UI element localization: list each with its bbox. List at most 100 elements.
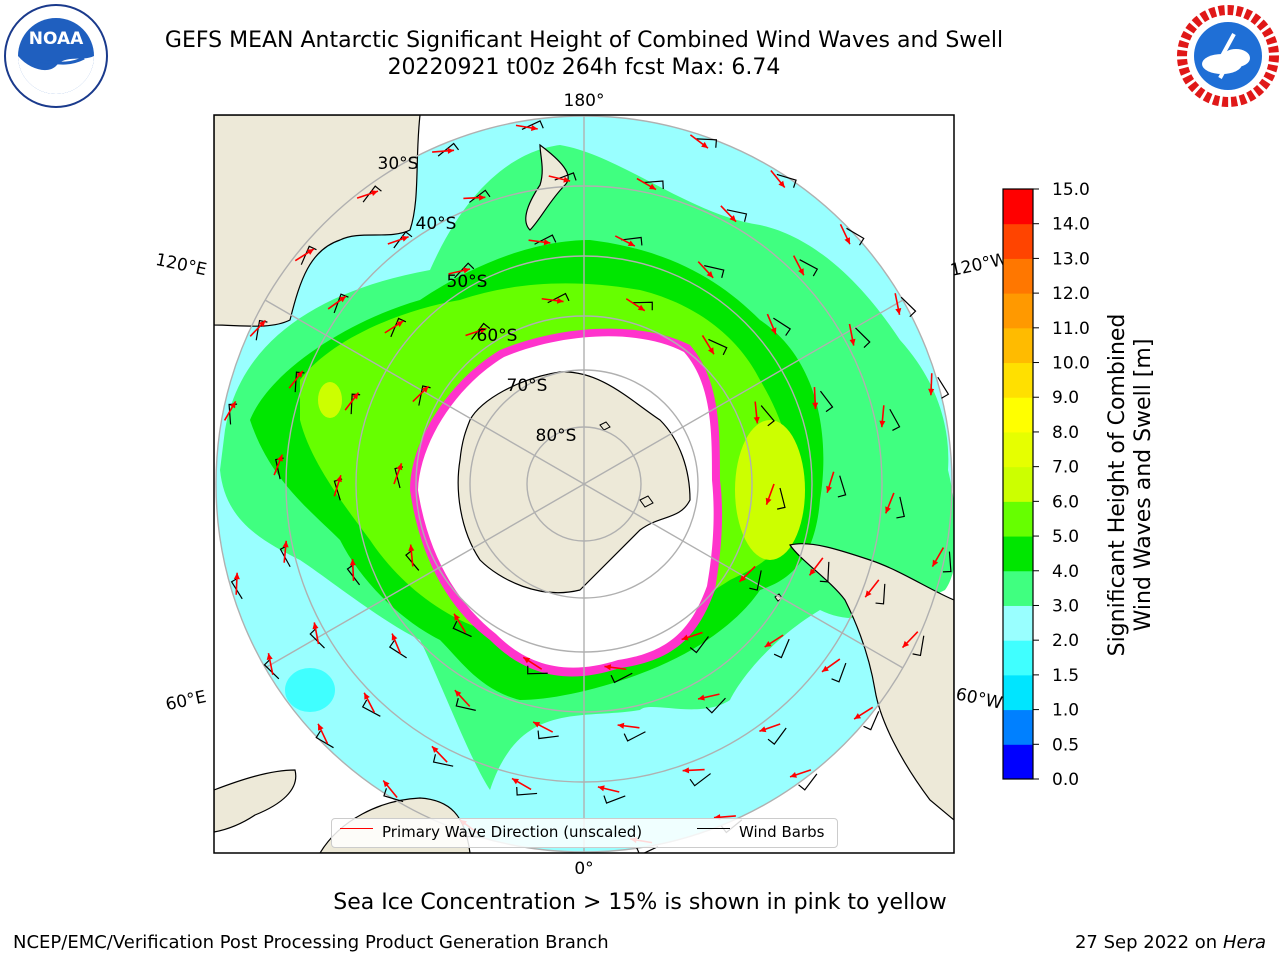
wind-barb [405,549,420,571]
wind-barb [777,487,786,510]
wind-barb [837,475,847,498]
colorbar-tick-label: 1.0 [1052,701,1079,721]
wave-direction-arrow [412,385,430,403]
wave-band-6m-west [318,382,342,418]
wind-barb [537,730,559,740]
wind-barb [390,317,407,338]
wave-direction-arrow [463,194,486,201]
wave-direction-arrow [432,147,455,154]
colorbar-tick-label: 15.0 [1052,180,1090,200]
wave-direction-arrow [697,261,714,279]
wave-direction-arrow [636,177,657,191]
colorbar-tick-label: 3.0 [1052,596,1079,616]
wave-band-2m-patch [285,668,335,712]
wind-barbs [228,120,952,853]
wave-direction-arrow [720,205,737,223]
colorbar-cell [1003,362,1033,398]
colorbar-tick-label: 8.0 [1052,423,1079,443]
wind-barb [454,262,475,279]
wind-barb [912,635,925,657]
wave-direction-arrow [764,634,784,648]
wave-direction-arrow [282,540,289,563]
wave-direction-arrow [511,777,532,791]
wind-barb [432,754,454,767]
wave-direction-arrow [454,689,471,707]
wave-direction-arrow [826,471,835,493]
wind-barb [705,697,726,714]
wave-direction-arrows [223,124,945,844]
wave-direction-arrow [453,613,467,633]
wave-direction-arrow [393,463,403,485]
wave-direction-arrow [812,387,819,410]
wave-direction-arrow [597,785,620,793]
wave-direction-arrow [901,631,919,649]
colorbar-label-line2: Wind Waves and Swell [m] [1131,339,1156,632]
noaa-logo: NOAA [4,4,108,108]
wind-barb [776,173,797,188]
wind-barb [900,296,917,318]
wind-barbs-swatch [697,828,730,829]
wind-barb [554,172,577,181]
wave-direction-arrow [541,297,564,304]
wave-direction-arrow [249,319,267,337]
wind-barb [831,662,847,683]
lon-label-180: 180° [564,91,605,111]
wind-barb [708,338,728,356]
wind-barb [452,620,472,638]
wave-direction-arrow [770,169,786,189]
colorbar-tick-label: 0.5 [1052,735,1079,755]
wave-direction-arrow [522,656,543,670]
wind-barb [749,570,762,591]
wave-direction-arrow [327,295,347,310]
wave-direction-swatch [340,828,373,829]
colorbar-ticks: 0.0 0.5 1.0 1.5 2.0 3.0 4.0 5.0 6.0 7.0 8.0 9.0 10.0… [1033,180,1090,790]
africa-land [214,769,297,833]
wave-direction-arrow [312,622,320,645]
colorbar-tick-label: 14.0 [1052,215,1090,235]
wind-barb [309,628,325,649]
wind-barb [455,698,476,711]
wind-barb [726,209,748,222]
footer-credit: NCEP/EMC/Verification Post Processing Pr… [13,932,609,953]
wave-direction-arrow [333,475,342,497]
colorbar-tick-label: 0.0 [1052,770,1079,790]
wave-direction-arrow [349,558,356,581]
wind-barb [875,583,886,605]
wave-direction-arrow [288,370,304,389]
colorbar-tick-label: 2.0 [1052,631,1079,651]
colorbar-cell [1003,709,1033,745]
wind-barb [263,658,280,680]
wind-barb [388,640,407,659]
wave-direction-arrow [839,223,851,245]
map-legend: Primary Wave Direction (unscaled) Wind B… [331,818,838,848]
lat-label-30s: 30°S [378,154,419,174]
wind-barb [773,638,790,659]
colorbar-tick-label: 9.0 [1052,388,1079,408]
wind-barb [603,795,626,804]
lat-label-40s: 40°S [416,214,457,234]
colorbar-cell [1003,293,1033,329]
wind-barb [383,788,404,803]
legend-wave-direction: Primary Wave Direction (unscaled) [382,823,643,841]
wind-barb [623,731,646,742]
wave-direction-arrow [604,664,627,671]
wind-barb [889,408,901,431]
wind-barb [527,665,548,675]
wind-barb [799,259,819,277]
wave-band-6m-east [735,420,805,560]
wind-barb [760,405,775,427]
wind-barb [767,727,787,745]
footer-date: 27 Sep 2022 on Hera [1075,932,1266,953]
colorbar-cell [1003,327,1033,364]
wind-barb [896,496,905,519]
colorbar-tick-label: 11.0 [1052,319,1090,339]
colorbar-tick-label: 12.0 [1052,284,1090,304]
nws-logo [1177,5,1279,107]
colorbar-cell [1003,223,1033,259]
wave-direction-arrow [864,579,880,598]
wave-direction-arrow [792,255,805,276]
wave-direction-arrow [356,190,379,199]
chart-title: GEFS MEAN Antarctic Significant Height o… [164,28,1004,53]
wind-barb [689,636,709,654]
